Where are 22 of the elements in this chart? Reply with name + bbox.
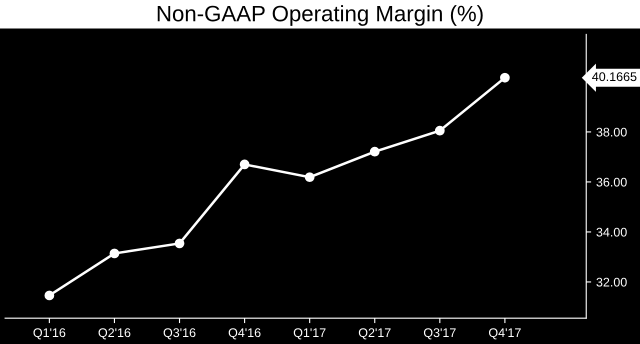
chart-title: Non-GAAP Operating Margin (%) [158, 5, 483, 26]
x-tick-label: Q1'17 [294, 328, 326, 340]
text: 40.1665 [592, 72, 636, 82]
x-tick-label: Q3'17 [424, 328, 456, 340]
point [370, 146, 380, 157]
y-tick-label: 36.00 [596, 178, 627, 187]
point [240, 160, 250, 170]
x-tick-label: Q2'16 [98, 328, 130, 340]
point [110, 248, 120, 258]
point [304, 172, 315, 182]
x-tick-label: Q4'17 [489, 328, 521, 340]
y-tick-label: 32.00 [596, 278, 627, 287]
x-tick-label: Q2'17 [358, 328, 391, 340]
point [174, 238, 184, 248]
y-tick-label: 38.00 [596, 128, 627, 137]
x-tick-label: Q1'16 [33, 328, 66, 340]
point [500, 72, 510, 83]
point [44, 290, 54, 300]
x-tick-label: Q3'16 [164, 328, 196, 340]
point [434, 126, 445, 136]
x-tick-label: Q4'16 [228, 328, 261, 340]
y-tick-label: 34.00 [596, 228, 627, 237]
